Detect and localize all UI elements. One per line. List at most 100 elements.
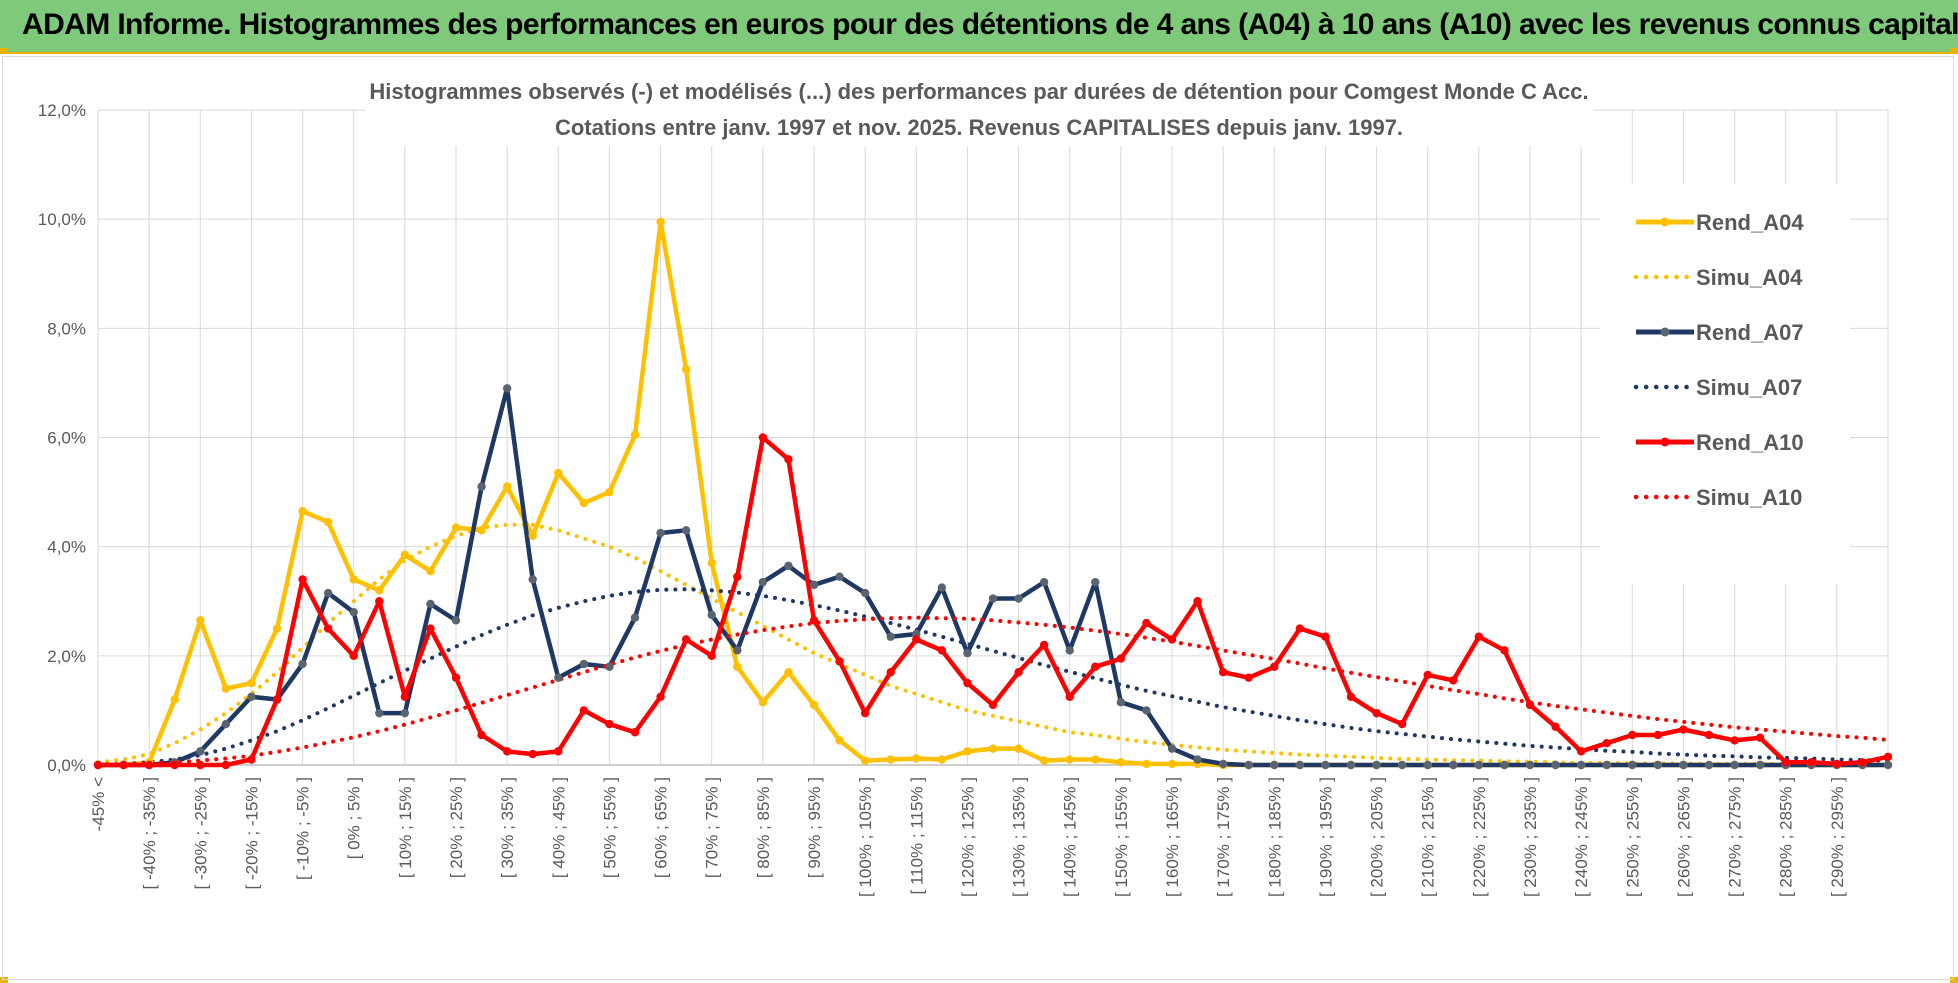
legend-label: Simu_A07 — [1696, 375, 1802, 400]
data-point-rend-a10 — [1270, 662, 1279, 671]
data-point-rend-a10 — [1397, 719, 1407, 729]
data-point-rend-a10 — [1372, 708, 1381, 718]
data-point-rend-a07 — [1295, 760, 1305, 770]
data-point-rend-a07 — [375, 708, 384, 718]
data-point-rend-a07 — [1500, 760, 1509, 770]
data-point-rend-a07 — [1653, 760, 1663, 770]
data-point-rend-a10 — [1474, 632, 1484, 641]
legend-label: Rend_A04 — [1696, 210, 1804, 235]
corner-mark — [1950, 977, 1958, 983]
chart-title: Histogrammes observés (-) et modélisés (… — [369, 79, 1588, 104]
data-point-rend-a10 — [1295, 624, 1305, 633]
legend-marker — [1660, 217, 1670, 227]
data-point-rend-a10 — [1167, 635, 1177, 644]
data-point-rend-a10 — [1321, 632, 1330, 641]
data-point-rend-a07 — [196, 747, 205, 756]
data-point-rend-a07 — [1321, 760, 1330, 770]
x-tick-label: [ 190% ; 195% ] — [1316, 777, 1335, 897]
data-point-rend-a10 — [1832, 759, 1842, 769]
x-tick-label: [ 250% ; 255% ] — [1623, 777, 1642, 897]
data-point-rend-a07 — [835, 572, 844, 581]
y-tick-label: 8,0% — [47, 319, 86, 338]
data-point-rend-a10 — [528, 749, 537, 759]
data-point-rend-a07 — [656, 528, 665, 538]
data-point-rend-a07 — [1142, 706, 1151, 715]
data-point-rend-a07 — [1372, 760, 1381, 770]
series-line-simu-a10 — [96, 615, 1890, 767]
data-point-rend-a07 — [477, 482, 486, 491]
data-point-rend-a10 — [758, 433, 768, 442]
data-point-rend-a04 — [196, 616, 205, 625]
data-point-rend-a10 — [1244, 673, 1253, 682]
data-point-rend-a04 — [528, 531, 537, 540]
data-point-rend-a10 — [860, 708, 870, 718]
chart-title-background — [365, 74, 1593, 146]
data-point-rend-a10 — [1014, 668, 1023, 677]
data-point-rend-a10 — [93, 760, 103, 770]
x-axis: -45% < [ -40% ; -35% ] [ -30% ; -25% ] [ -2… — [89, 764, 1888, 897]
histogram-chart: Histogrammes observés (-) et modélisés (… — [38, 74, 1893, 897]
data-point-rend-a10 — [1449, 676, 1458, 685]
data-point-rend-a07 — [988, 594, 998, 603]
x-tick-label: [ -20% ; -15% ] — [242, 777, 261, 889]
legend-background — [1600, 184, 1850, 584]
x-tick-label: [ 60% ; 65% ] — [652, 777, 671, 878]
gridlines — [97, 109, 1889, 766]
data-point-rend-a07 — [630, 613, 640, 622]
corner-mark — [1950, 48, 1958, 54]
data-point-rend-a10 — [323, 624, 333, 633]
data-point-rend-a04 — [886, 755, 895, 764]
x-tick-label: [ 290% ; 295% ] — [1828, 777, 1847, 897]
data-point-rend-a04 — [1039, 756, 1049, 765]
x-tick-label: [ 0% ; 5% ] — [345, 777, 364, 859]
data-point-rend-a10 — [1628, 730, 1637, 740]
data-point-rend-a10 — [451, 673, 461, 682]
x-tick-label: [ 140% ; 145% ] — [1061, 777, 1080, 897]
data-point-rend-a04 — [963, 747, 972, 756]
data-point-rend-a07 — [809, 580, 819, 590]
data-point-rend-a10 — [1423, 670, 1432, 680]
data-point-rend-a10 — [656, 692, 665, 701]
x-tick-label: [ -30% ; -25% ] — [191, 777, 210, 889]
data-point-rend-a10 — [1755, 733, 1765, 742]
data-point-rend-a10 — [1065, 692, 1074, 701]
data-point-rend-a10 — [1602, 738, 1611, 748]
data-point-rend-a10 — [170, 760, 179, 770]
x-tick-label: [ -40% ; -35% ] — [140, 777, 159, 889]
y-tick-label: 12,0% — [38, 101, 86, 120]
data-point-rend-a07 — [860, 588, 870, 598]
data-point-rend-a10 — [502, 747, 512, 756]
data-point-rend-a07 — [1065, 646, 1074, 655]
x-tick-label: [ 150% ; 155% ] — [1112, 777, 1131, 897]
data-point-rend-a07 — [886, 632, 895, 641]
data-point-rend-a10 — [963, 678, 972, 688]
data-point-rend-a04 — [1167, 759, 1177, 769]
x-tick-label: [ 200% ; 205% ] — [1368, 777, 1387, 897]
data-point-rend-a04 — [937, 755, 947, 764]
data-point-rend-a07 — [579, 659, 589, 669]
data-point-rend-a04 — [426, 567, 435, 576]
data-point-rend-a10 — [912, 635, 921, 644]
data-point-rend-a10 — [707, 651, 716, 661]
data-point-rend-a04 — [707, 558, 716, 568]
data-point-rend-a07 — [400, 708, 410, 718]
data-point-rend-a10 — [784, 455, 793, 464]
data-point-rend-a07 — [1423, 760, 1432, 770]
data-point-rend-a10 — [630, 728, 640, 737]
data-point-rend-a04 — [349, 575, 358, 584]
x-tick-label: [ 130% ; 135% ] — [1010, 777, 1029, 897]
data-point-rend-a10 — [426, 624, 435, 633]
data-point-rend-a07 — [1116, 698, 1126, 707]
data-point-rend-a10 — [1781, 758, 1790, 767]
data-point-rend-a07 — [1755, 760, 1765, 770]
data-point-rend-a10 — [1091, 662, 1100, 671]
data-point-rend-a04 — [681, 365, 691, 374]
legend-label: Rend_A07 — [1696, 320, 1804, 345]
data-point-rend-a04 — [605, 487, 614, 497]
data-point-rend-a10 — [221, 760, 231, 770]
data-point-rend-a04 — [758, 698, 768, 707]
data-point-rend-a10 — [400, 692, 410, 701]
x-tick-label: [ 100% ; 105% ] — [856, 777, 875, 897]
x-tick-label: [ 80% ; 85% ] — [754, 777, 773, 878]
legend-label: Simu_A10 — [1696, 485, 1802, 510]
